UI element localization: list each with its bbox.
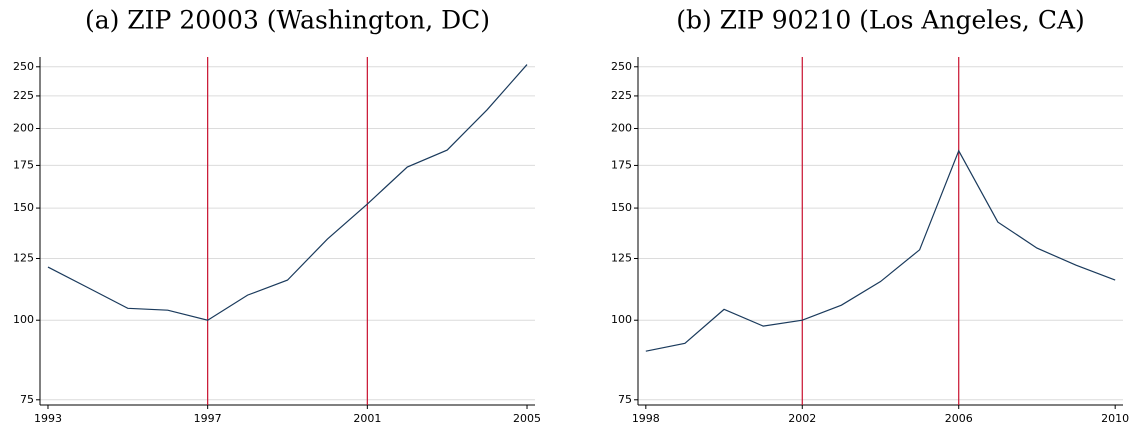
y-tick-label: 200 [611, 122, 632, 135]
x-tick-label: 2006 [945, 412, 973, 425]
y-tick-label: 250 [13, 60, 34, 73]
y-tick-label: 225 [13, 89, 34, 102]
data-line [645, 149, 1116, 352]
y-tick-label: 175 [611, 158, 632, 171]
x-tick-label: 2005 [513, 412, 541, 425]
y-tick-label: 150 [13, 201, 34, 214]
y-tick-label: 100 [611, 313, 632, 326]
chart-title: (a) ZIP 20003 (Washington, DC) [85, 6, 490, 35]
x-tick-label: 2010 [1101, 412, 1129, 425]
y-tick-label: 175 [13, 158, 34, 171]
y-tick-label: 125 [611, 251, 632, 264]
x-tick-label: 1998 [632, 412, 660, 425]
x-tick-label: 1993 [34, 412, 62, 425]
y-tick-label: 75 [20, 393, 34, 406]
x-tick-label: 2001 [353, 412, 381, 425]
data-line [47, 64, 528, 321]
y-tick-label: 200 [13, 122, 34, 135]
y-tick-label: 125 [13, 251, 34, 264]
x-tick-label: 1997 [194, 412, 222, 425]
y-tick-label: 150 [611, 201, 632, 214]
y-tick-label: 250 [611, 60, 632, 73]
y-tick-label: 75 [618, 393, 632, 406]
y-tick-label: 225 [611, 89, 632, 102]
x-tick-label: 2002 [788, 412, 816, 425]
y-tick-label: 100 [13, 313, 34, 326]
chart-title: (b) ZIP 90210 (Los Angeles, CA) [676, 6, 1085, 35]
